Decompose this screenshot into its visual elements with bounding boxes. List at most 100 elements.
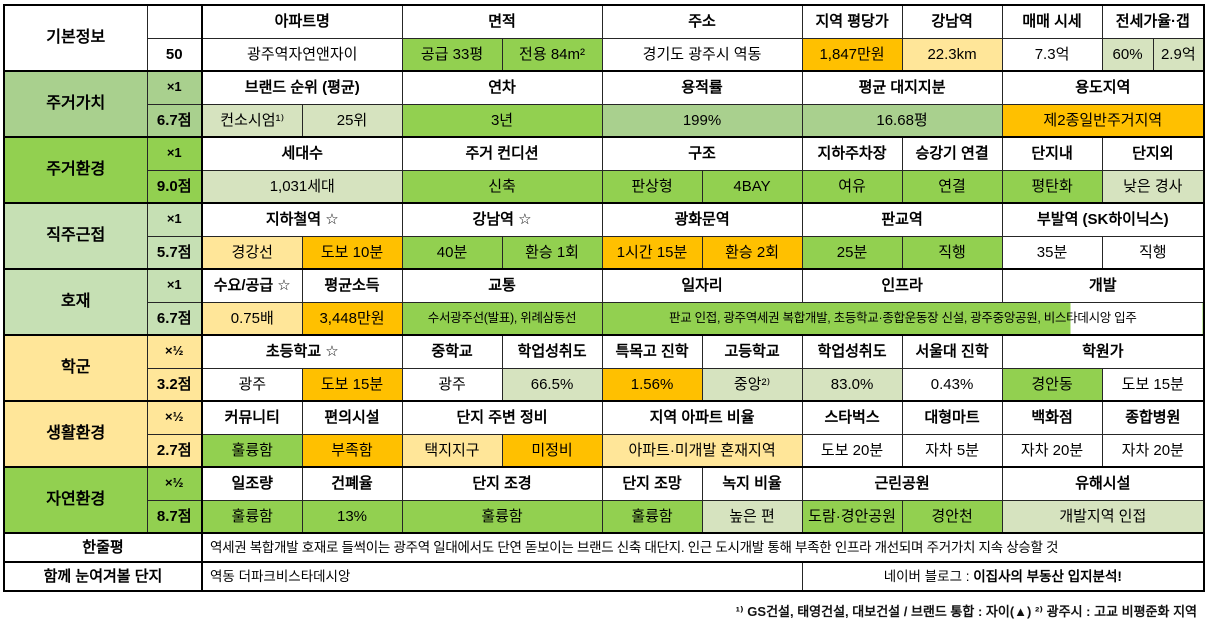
value-cell: 광주역자연앤자이 [201, 37, 403, 72]
value-cell: 여유 [801, 169, 903, 204]
value-cell: 직행 [1101, 235, 1205, 270]
analysis-table: 기본정보 아파트명 면적 주소 지역 평당가 강남역 매매 시세 전세가율·갭 50 광주역자연앤… [3, 4, 1206, 592]
value-cell: 판상형 [601, 169, 703, 204]
value-cell: 자차 20분 [1101, 433, 1205, 468]
column-header: 일자리 [601, 268, 803, 303]
column-header: 스타벅스 [801, 400, 903, 435]
value-cell: 자차 20분 [1001, 433, 1103, 468]
column-header: 지하철역 ☆ [201, 202, 403, 237]
column-header: 개발 [1001, 268, 1205, 303]
value-cell: 7.3억 [1001, 37, 1103, 72]
value-cell: 16.68평 [801, 103, 1003, 138]
column-header: 단지 조경 [401, 466, 603, 501]
column-header: 승강기 연결 [901, 136, 1003, 171]
value-cell: 개발지역 인접 [1001, 499, 1205, 534]
value-cell: 훌륭함 [601, 499, 703, 534]
value-cell: 훌륭함 [201, 433, 303, 468]
value-cell: 도보 15분 [301, 367, 403, 402]
category-label: 주거가치 [3, 70, 148, 138]
value-cell: 환승 2회 [701, 235, 803, 270]
weight-multiplier: ×1 [146, 136, 203, 171]
column-header: 세대수 [201, 136, 403, 171]
column-header: 면적 [401, 4, 603, 39]
blog-prefix: 네이버 블로그 : [883, 568, 974, 584]
category-label: 자연환경 [3, 466, 148, 534]
category-score: 50 [146, 37, 203, 72]
value-cell: 경안동 [1001, 367, 1103, 402]
category-score: 9.0점 [146, 169, 203, 204]
column-header: 교통 [401, 268, 603, 303]
value-cell: 도보 20분 [801, 433, 903, 468]
column-header: 지역 평당가 [801, 4, 903, 39]
weight-multiplier: ×1 [146, 202, 203, 237]
column-header: 건폐율 [301, 466, 403, 501]
column-header: 주거 컨디션 [401, 136, 603, 171]
value-cell: 1,031세대 [201, 169, 403, 204]
value-cell: 자차 5분 [901, 433, 1003, 468]
summary-cell: 역동 더파크비스타데시앙 [201, 561, 803, 592]
column-header: 판교역 [801, 202, 1003, 237]
category-label: 직주근접 [3, 202, 148, 270]
value-cell: 도보 10분 [301, 235, 403, 270]
column-header: 부발역 (SK하이닉스) [1001, 202, 1205, 237]
column-header: 편의시설 [301, 400, 403, 435]
category-score: 5.7점 [146, 235, 203, 270]
column-header: 일조량 [201, 466, 303, 501]
summary-cell: 네이버 블로그 : 이집사의 부동산 입지분석! [801, 561, 1205, 592]
column-header: 평균 대지지분 [801, 70, 1003, 105]
value-cell: 2.9억 [1152, 37, 1205, 72]
value-cell: 광주 [401, 367, 503, 402]
column-header: 초등학교 ☆ [201, 334, 403, 369]
table-body: 기본정보 아파트명 면적 주소 지역 평당가 강남역 매매 시세 전세가율·갭 50 광주역자연앤… [3, 4, 1205, 592]
column-header: 서울대 진학 [901, 334, 1003, 369]
column-header: 근린공원 [801, 466, 1003, 501]
summary-label: 함께 눈여겨볼 단지 [3, 561, 203, 592]
value-cell: 13% [301, 499, 403, 534]
category-label: 생활환경 [3, 400, 148, 468]
value-cell: 83.0% [801, 367, 903, 402]
value-cell: 경기도 광주시 역동 [601, 37, 803, 72]
value-cell: 컨소시엄¹⁾ [201, 103, 303, 138]
value-cell: 전용 84m² [501, 37, 603, 72]
column-header: 지역 아파트 비율 [601, 400, 803, 435]
value-cell: 택지지구 [401, 433, 503, 468]
column-header: 수요/공급 ☆ [201, 268, 303, 303]
weight-multiplier: ×½ [146, 334, 203, 369]
value-cell: 1시간 15분 [601, 235, 703, 270]
footnote: ¹⁾ GS건설, 태영건설, 대보건설 / 브랜드 통합 : 자이(▲) ²⁾ … [735, 604, 1197, 619]
value-cell: 60% [1101, 37, 1154, 72]
summary-label: 한줄평 [3, 532, 203, 563]
value-cell: 3,448만원 [301, 301, 403, 336]
column-header: 연차 [401, 70, 603, 105]
value-cell: 공급 33평 [401, 37, 503, 72]
column-header: 특목고 진학 [601, 334, 703, 369]
column-header: 주소 [601, 4, 803, 39]
value-cell: 1.56% [601, 367, 703, 402]
value-cell: 수서광주선(발표), 위례삼동선 [401, 301, 603, 336]
value-cell: 아파트·미개발 혼재지역 [601, 433, 803, 468]
category-score: 3.2점 [146, 367, 203, 402]
value-cell: 35분 [1001, 235, 1103, 270]
category-label: 호재 [3, 268, 148, 336]
column-header: 용적률 [601, 70, 803, 105]
value-cell: 훌륭함 [401, 499, 603, 534]
value-cell: 22.3km [901, 37, 1003, 72]
category-score: 2.7점 [146, 433, 203, 468]
column-header: 강남역 [901, 4, 1003, 39]
weight-multiplier: ×½ [146, 400, 203, 435]
value-cell: 1,847만원 [801, 37, 903, 72]
value-cell: 제2종일반주거지역 [1001, 103, 1205, 138]
column-header: 용도지역 [1001, 70, 1205, 105]
value-cell: 미정비 [501, 433, 603, 468]
value-cell: 평탄화 [1001, 169, 1103, 204]
value-cell: 낮은 경사 [1101, 169, 1205, 204]
column-header: 백화점 [1001, 400, 1103, 435]
column-header: 전세가율·갭 [1101, 4, 1205, 39]
value-cell: 25위 [301, 103, 403, 138]
column-header: 고등학교 [701, 334, 803, 369]
value-cell: 도람·경안공원 [801, 499, 903, 534]
value-cell: 연결 [901, 169, 1003, 204]
column-header: 단지 조망 [601, 466, 703, 501]
blog-name: 이집사의 부동산 입지분석! [973, 568, 1122, 584]
